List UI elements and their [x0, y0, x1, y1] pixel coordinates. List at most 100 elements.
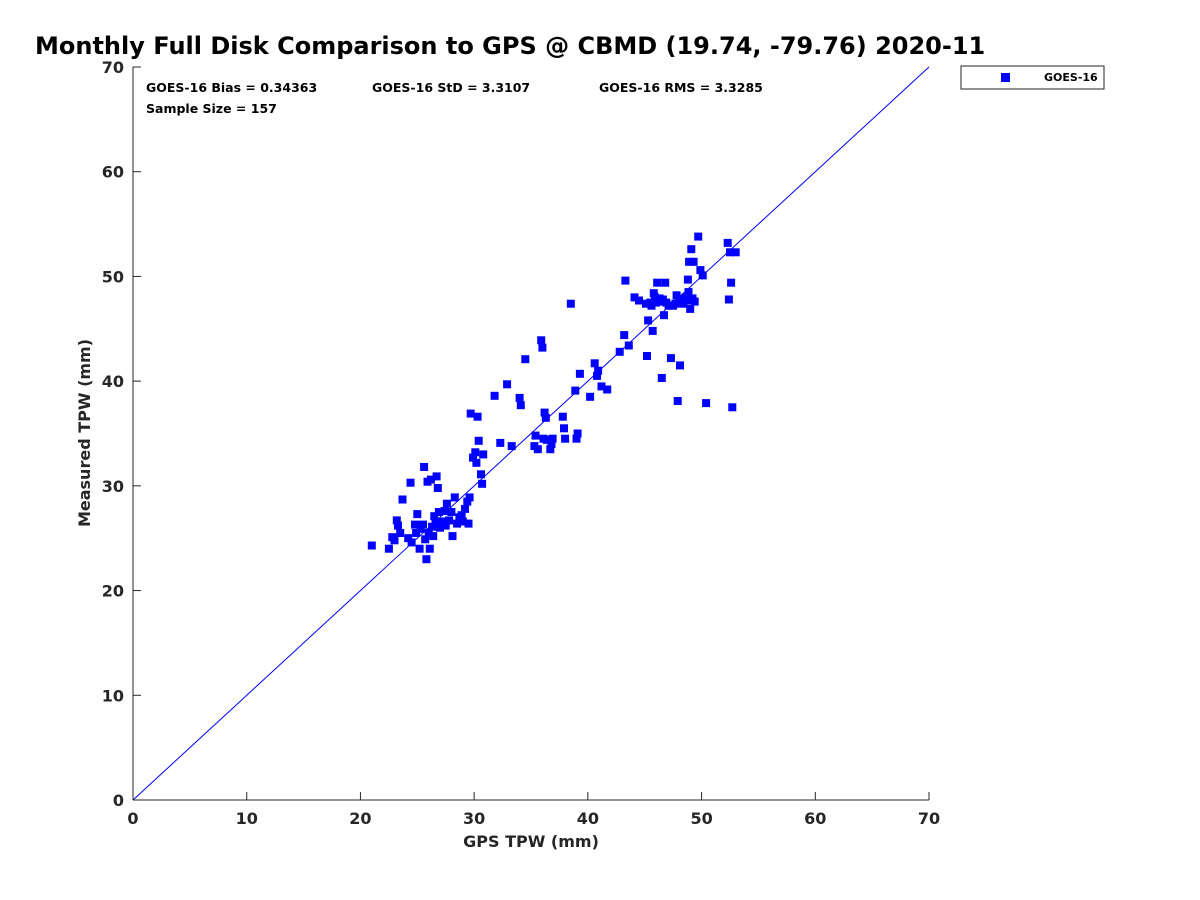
- data-point: [474, 436, 483, 445]
- data-point: [438, 517, 447, 526]
- data-points: [367, 232, 740, 564]
- data-point: [686, 304, 695, 313]
- data-point: [594, 366, 603, 375]
- data-point: [647, 301, 656, 310]
- data-point: [433, 484, 442, 492]
- legend-marker-icon: [1001, 73, 1010, 82]
- data-point: [411, 520, 419, 529]
- data-point: [575, 369, 584, 378]
- data-point: [696, 266, 705, 275]
- data-point: [416, 524, 425, 533]
- data-point: [650, 293, 659, 302]
- data-point: [541, 413, 550, 422]
- data-point: [676, 361, 684, 370]
- data-point: [664, 301, 673, 310]
- x-tick-label: 0: [127, 809, 138, 828]
- data-point: [422, 555, 431, 564]
- data-point: [561, 434, 570, 443]
- data-point: [660, 311, 668, 320]
- data-point: [723, 238, 732, 247]
- data-point: [538, 343, 547, 352]
- data-point: [682, 296, 691, 305]
- data-point: [424, 529, 433, 537]
- stat-sample-size: Sample Size = 157: [146, 101, 277, 116]
- data-point: [702, 399, 711, 408]
- data-point: [724, 295, 733, 304]
- x-tick-label: 30: [463, 809, 485, 828]
- data-point: [603, 385, 612, 394]
- data-point: [430, 512, 439, 521]
- chart-title: Monthly Full Disk Comparison to GPS @ CB…: [35, 32, 985, 60]
- data-point: [394, 521, 402, 530]
- data-point: [450, 493, 459, 502]
- data-point: [683, 275, 692, 284]
- data-point: [547, 440, 556, 448]
- data-point: [384, 544, 393, 553]
- data-point: [620, 331, 629, 340]
- data-point: [571, 386, 580, 395]
- data-point: [641, 299, 650, 308]
- legend-box: [960, 65, 1105, 90]
- data-point: [434, 508, 443, 516]
- legend: GOES-16: [960, 65, 1105, 90]
- y-axis-ticks: 0 10 20 30 40 50 60 70: [102, 58, 141, 810]
- data-point: [466, 409, 475, 418]
- stat-std: GOES-16 StD = 3.3107: [372, 80, 530, 95]
- data-point: [448, 532, 457, 541]
- data-point: [472, 458, 481, 467]
- data-point: [726, 248, 734, 257]
- data-point: [425, 544, 434, 553]
- data-point: [447, 508, 456, 516]
- data-point: [413, 510, 422, 519]
- reference-line-y-equals-x: [132, 66, 930, 801]
- data-point: [684, 288, 693, 297]
- data-point: [698, 271, 707, 280]
- data-point: [652, 298, 661, 307]
- y-tick-label: 20: [102, 582, 124, 601]
- data-point: [496, 438, 505, 447]
- data-point: [673, 397, 682, 405]
- data-point: [458, 517, 467, 526]
- data-point: [649, 289, 658, 298]
- x-tick-label: 40: [577, 809, 599, 828]
- data-point: [390, 536, 399, 545]
- data-point: [677, 295, 686, 304]
- data-point: [507, 442, 516, 451]
- data-point: [398, 495, 407, 504]
- data-point: [533, 445, 542, 454]
- data-point: [453, 519, 462, 528]
- data-point: [440, 507, 449, 515]
- data-point: [687, 245, 696, 254]
- data-point: [635, 296, 643, 305]
- data-point: [490, 391, 499, 400]
- data-point: [469, 453, 477, 462]
- data-point: [503, 380, 512, 389]
- x-tick-label: 60: [804, 809, 826, 828]
- data-point: [445, 516, 454, 525]
- data-point: [621, 276, 630, 285]
- data-point: [597, 382, 606, 391]
- y-tick-label: 40: [102, 372, 124, 391]
- data-point: [572, 434, 581, 443]
- legend-label: GOES-16: [1044, 71, 1098, 84]
- data-point: [690, 297, 699, 306]
- data-point: [421, 535, 430, 544]
- data-point: [661, 278, 670, 287]
- y-tick-label: 70: [102, 58, 124, 77]
- data-point: [653, 278, 662, 287]
- data-point: [407, 538, 416, 547]
- y-tick-label: 60: [102, 163, 124, 182]
- data-point: [516, 401, 525, 410]
- data-point: [586, 392, 595, 401]
- data-point: [426, 475, 435, 484]
- y-tick-label: 30: [102, 477, 124, 496]
- data-point: [392, 516, 401, 525]
- data-point: [463, 497, 472, 506]
- data-point: [429, 532, 438, 541]
- data-point: [531, 431, 540, 440]
- data-point: [464, 519, 473, 528]
- data-point: [727, 278, 736, 287]
- data-point: [540, 408, 549, 417]
- data-point: [415, 544, 424, 553]
- x-axis-ticks: 0 10 20 30 40 50 60 70: [127, 792, 940, 828]
